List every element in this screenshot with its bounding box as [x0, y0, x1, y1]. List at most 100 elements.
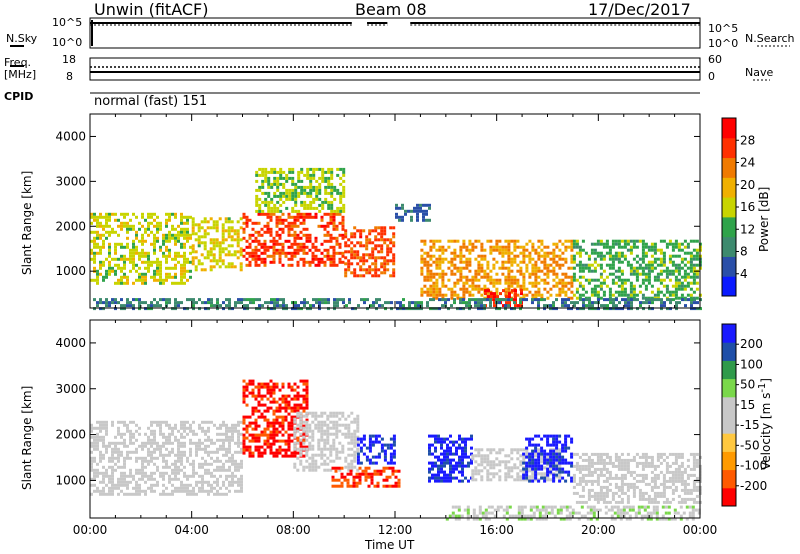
echo-cell [279, 176, 283, 180]
echo-cell [266, 254, 270, 258]
echo-cell [245, 388, 249, 392]
echo-cell [578, 260, 582, 264]
echo-cell [239, 253, 243, 257]
echo-cell [391, 472, 395, 476]
echo-cell [260, 257, 264, 261]
echo-cell [120, 432, 123, 436]
echo-cell [201, 474, 204, 478]
echo-cell [326, 414, 330, 418]
echo-cell [258, 307, 261, 311]
echo-cell [291, 182, 295, 186]
echo-cell [507, 248, 511, 252]
echo-cell [302, 212, 306, 216]
echo-cell [347, 447, 351, 451]
echo-cell [320, 432, 324, 436]
echo-cell [99, 489, 102, 493]
echo-cell [302, 257, 306, 261]
echo-cell [254, 257, 258, 261]
echo-cell [549, 293, 553, 297]
echo-cell [159, 429, 162, 433]
echo-cell [198, 465, 201, 469]
echo-cell [303, 200, 307, 204]
echo-cell [260, 445, 264, 449]
echo-cell [213, 486, 216, 490]
echo-cell [605, 470, 609, 474]
echo-cell [233, 250, 237, 254]
echo-cell [358, 472, 362, 476]
echo-cell [309, 304, 312, 308]
echo-cell [171, 492, 174, 496]
echo-cell [327, 200, 331, 204]
echo-cell [549, 464, 553, 468]
echo-cell [662, 251, 666, 255]
echo-cell [308, 260, 312, 264]
echo-cell [428, 452, 431, 456]
echo-cell [326, 432, 330, 436]
echo-cell [296, 406, 300, 410]
echo-cell [257, 391, 261, 395]
echo-cell [221, 235, 225, 239]
echo-cell [465, 260, 469, 264]
echo-cell [351, 307, 354, 311]
echo-cell [564, 245, 568, 249]
echo-cell [156, 468, 159, 472]
echo-cell [96, 304, 99, 308]
echo-cell [575, 278, 579, 282]
echo-cell [248, 254, 252, 258]
echo-cell [168, 251, 171, 255]
echo-cell [275, 406, 279, 410]
echo-cell [257, 254, 261, 258]
echo-cell [561, 287, 565, 291]
echo-cell [362, 443, 366, 447]
echo-cell [183, 263, 186, 267]
echo-cell [647, 269, 651, 273]
echo-cell [327, 170, 331, 174]
echo-cell [93, 435, 96, 439]
echo-cell [635, 272, 639, 276]
echo-cell [308, 236, 312, 240]
echo-cell [117, 432, 120, 436]
echo-cell [599, 287, 603, 291]
echo-cell [683, 257, 687, 261]
echo-cell [117, 233, 120, 237]
echo-cell [186, 489, 189, 493]
echo-cell [123, 474, 126, 478]
echo-cell [141, 278, 144, 282]
echo-cell [156, 420, 159, 424]
echo-cell [465, 281, 469, 285]
echo-cell [311, 254, 315, 258]
echo-cell [507, 469, 511, 473]
echo-cell [156, 465, 159, 469]
echo-cell [602, 269, 606, 273]
echo-cell [198, 480, 201, 484]
colorbar-swatch [722, 276, 736, 297]
echo-cell [111, 257, 114, 261]
echo-cell [218, 217, 222, 221]
echo-cell [617, 260, 621, 264]
echo-cell [108, 215, 111, 219]
echo-cell [356, 461, 360, 465]
echo-cell [540, 460, 544, 464]
echo-cell [368, 241, 372, 245]
echo-cell [246, 304, 249, 308]
echo-cell [660, 304, 663, 308]
echo-cell [231, 432, 234, 436]
echo-cell [528, 290, 532, 294]
echo-cell [519, 269, 523, 273]
echo-cell [293, 462, 297, 466]
echo-cell [474, 454, 478, 458]
echo-cell [449, 464, 452, 468]
echo-cell [570, 452, 574, 456]
echo-cell [416, 203, 419, 207]
echo-cell [222, 441, 225, 445]
noise-panel-frame [89, 17, 701, 49]
echo-cell [534, 275, 538, 279]
echo-cell [305, 450, 309, 454]
echo-cell [311, 245, 315, 249]
echo-cell [426, 266, 430, 270]
echo-cell [347, 423, 351, 427]
echo-cell [373, 484, 377, 488]
echo-cell [665, 269, 669, 273]
echo-cell [359, 235, 363, 239]
echo-cell [192, 441, 195, 445]
